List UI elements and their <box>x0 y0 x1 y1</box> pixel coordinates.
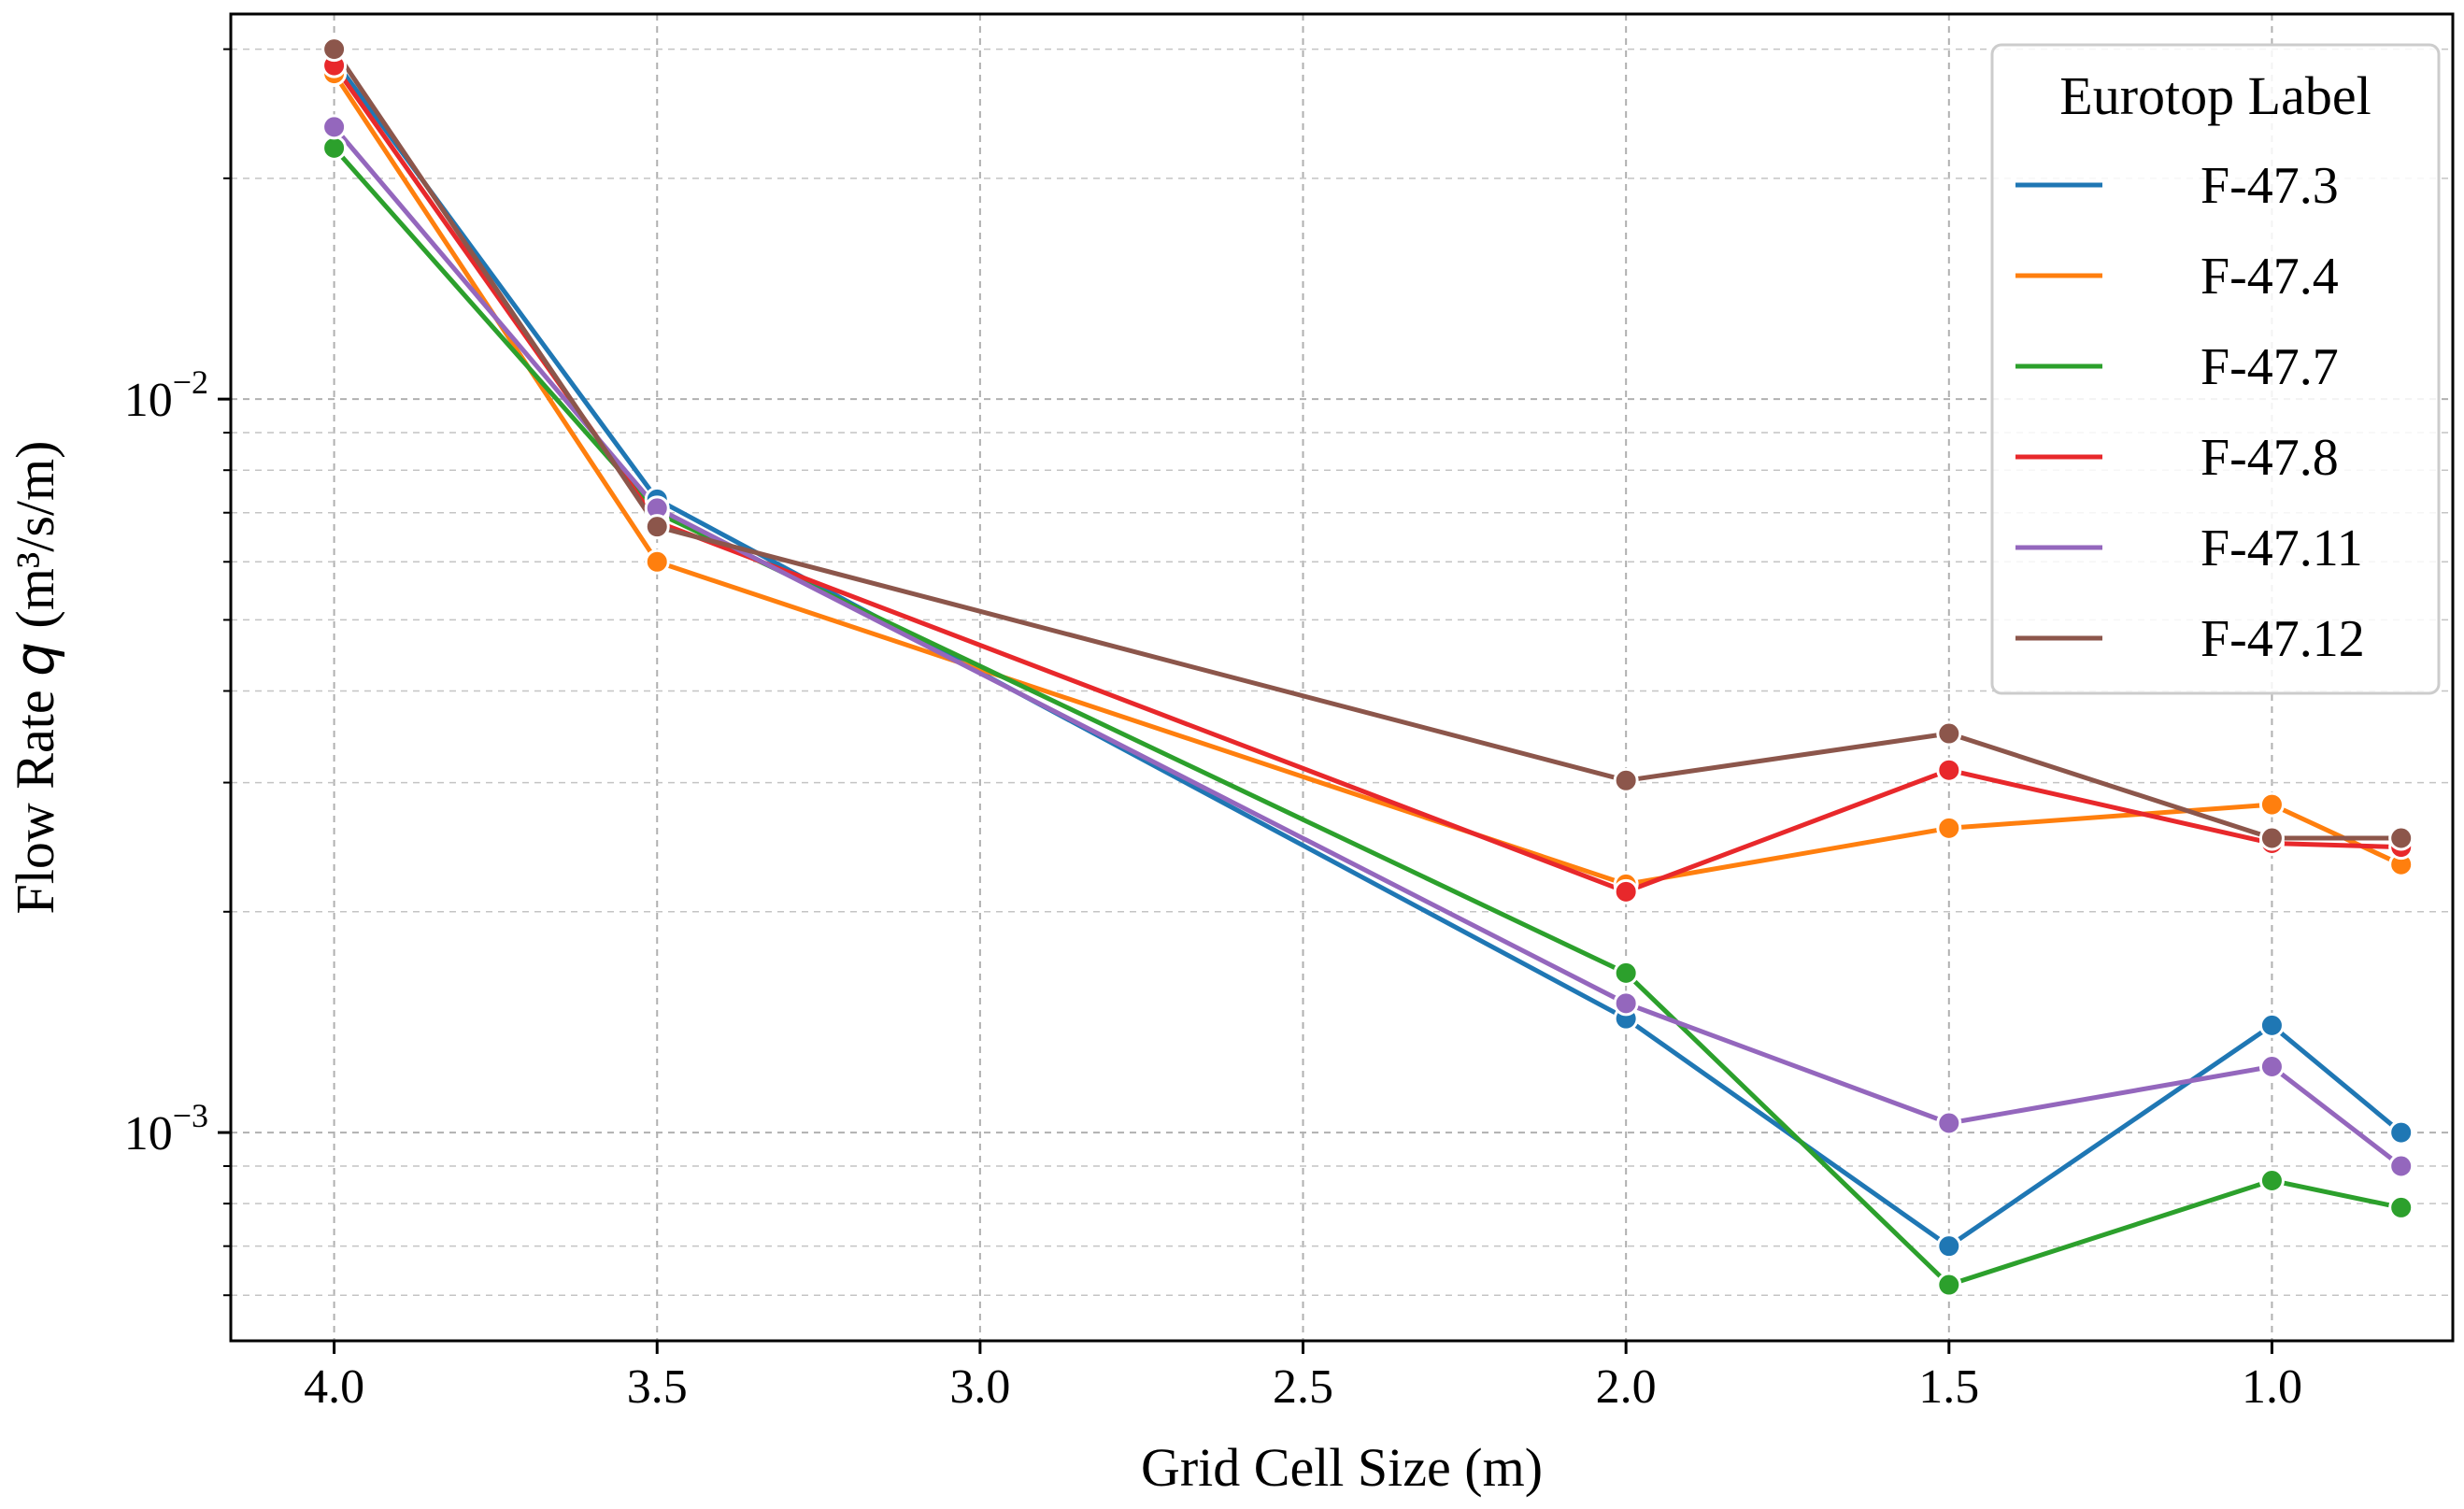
data-point-f-47-3 <box>2388 1119 2414 1146</box>
series-line-f-47-7 <box>332 145 2404 1288</box>
data-point-f-47-4 <box>2258 791 2285 818</box>
x-tick-label: 4.0 <box>304 1360 364 1414</box>
y-tick-label: 10−3 <box>124 1097 208 1160</box>
legend-label: F-47.11 <box>2201 520 2363 577</box>
data-point-f-47-12 <box>2258 825 2285 851</box>
y-tick-label-base: 10 <box>124 374 173 427</box>
x-tick-label: 1.0 <box>2242 1360 2302 1414</box>
y-axis-label-units: (m³/s/m) <box>5 441 65 643</box>
series-line-f-47-4 <box>332 71 2404 887</box>
legend-label: F-47.3 <box>2201 157 2339 215</box>
plot-area-frame <box>229 12 2455 1343</box>
data-point-f-47-7 <box>2258 1167 2285 1193</box>
x-tick-label: 2.5 <box>1273 1360 1333 1414</box>
data-point-f-47-7 <box>2388 1194 2414 1220</box>
y-tick-label: 10−2 <box>124 363 208 427</box>
legend-title: Eurotop Label <box>2059 65 2371 126</box>
x-tick-label: 1.5 <box>1918 1360 1979 1414</box>
y-axis-label-variable: q <box>3 642 66 676</box>
x-tick-label: 3.0 <box>949 1360 1010 1414</box>
y-axis-label: Flow Rate q (m³/s/m) <box>3 441 66 915</box>
legend-entries: F-47.3 F-47.4 F-47.7 F-47.8 F-47.11 F-47.12 <box>2015 157 2365 668</box>
data-point-f-47-12 <box>644 514 670 540</box>
y-tick-label-base: 10 <box>124 1107 173 1160</box>
data-point-f-47-3 <box>2258 1012 2285 1038</box>
data-point-f-47-12 <box>1613 767 1639 793</box>
data-point-f-47-11 <box>2388 1153 2414 1179</box>
legend-label: F-47.4 <box>2201 248 2339 306</box>
data-point-f-47-12 <box>2388 825 2414 851</box>
data-point-f-47-11 <box>321 114 348 140</box>
x-tick-label: 2.0 <box>1596 1360 1657 1414</box>
legend-label: F-47.7 <box>2201 338 2339 396</box>
data-point-f-47-8 <box>1936 757 1962 783</box>
data-point-f-47-11 <box>1613 990 1639 1017</box>
data-point-f-47-11 <box>2258 1054 2285 1080</box>
series-line-f-47-3 <box>332 57 2404 1249</box>
legend-box <box>1990 43 2441 695</box>
series-markers <box>321 36 2414 1298</box>
data-point-f-47-12 <box>1936 720 1962 747</box>
x-tick-label: 3.5 <box>627 1360 688 1414</box>
data-point-f-47-3 <box>1936 1233 1962 1260</box>
data-point-f-47-4 <box>1936 815 1962 841</box>
legend-label: F-47.12 <box>2201 610 2365 668</box>
y-axis-ticks: 10−210−3 <box>124 48 231 1297</box>
data-point-f-47-7 <box>1613 960 1639 986</box>
data-point-f-47-8 <box>1613 878 1639 904</box>
data-point-f-47-4 <box>644 548 670 575</box>
data-point-f-47-7 <box>1936 1272 1962 1298</box>
y-tick-label-exponent: −3 <box>173 1097 208 1134</box>
x-axis-label: Grid Cell Size (m) <box>1141 1437 1543 1498</box>
data-point-f-47-12 <box>321 36 348 63</box>
series-line-f-47-12 <box>332 47 2404 841</box>
data-point-f-47-7 <box>321 135 348 161</box>
y-tick-label-exponent: −2 <box>173 363 208 401</box>
data-point-f-47-11 <box>1936 1110 1962 1136</box>
legend: Eurotop Label F-47.3F-47.4F-47.7F-47.8F-… <box>1990 43 2441 695</box>
legend-label: F-47.8 <box>2201 429 2339 487</box>
series-lines <box>332 47 2404 1288</box>
y-axis-label-prefix: Flow Rate <box>5 676 65 915</box>
x-axis-ticks: 4.0 3.5 3.0 2.5 2.0 1.5 1.0 <box>304 1341 2302 1414</box>
